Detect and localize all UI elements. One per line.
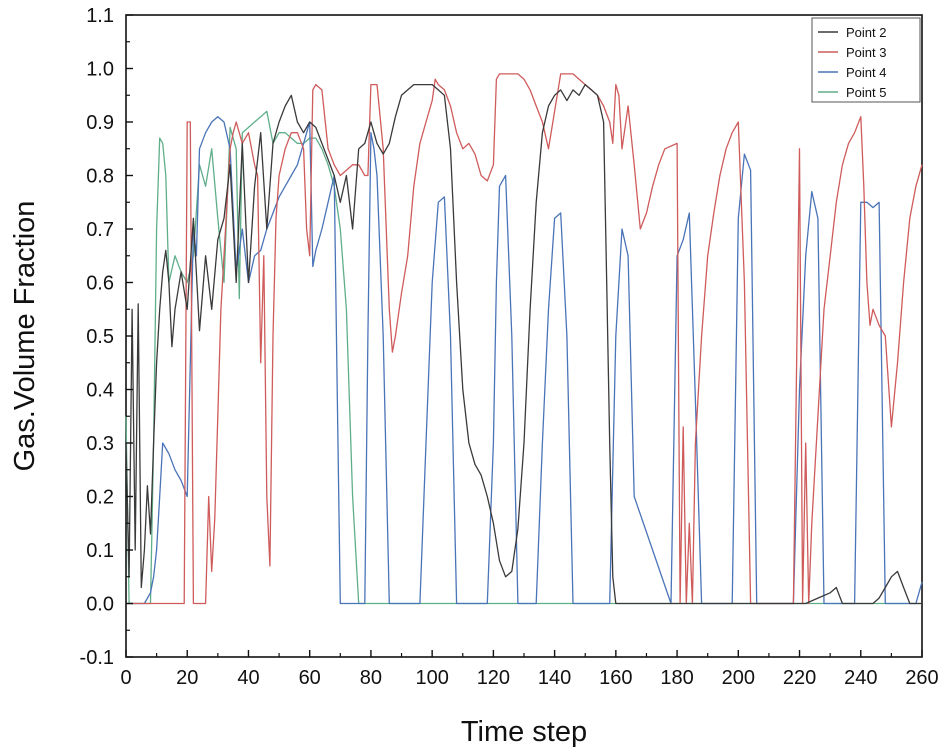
legend-label: Point 5 — [846, 85, 886, 100]
x-tick-label: 140 — [538, 667, 571, 689]
x-tick-label: 160 — [599, 667, 632, 689]
series-line-point-2 — [125, 83, 922, 605]
y-tick-label: 0.9 — [86, 112, 114, 134]
x-tick-label: 80 — [360, 667, 382, 689]
x-axis-title: Time step — [461, 716, 587, 748]
x-tick-label: 220 — [783, 667, 816, 689]
y-axis-ticks: -0.1 0.0 0.1 0.2 0.3 0.4 0.5 0.6 0.7 0.8 0.9 1.0 1.1 — [80, 5, 133, 669]
series-line-point-4 — [126, 116, 923, 605]
y-axis-title: Gas.Volume Fraction — [9, 201, 41, 472]
y-tick-label: 0.3 — [86, 433, 114, 455]
y-tick-label: 0.2 — [86, 487, 114, 509]
series-line-point-3 — [126, 73, 923, 605]
legend-label: Point 2 — [846, 25, 886, 40]
x-tick-label: 200 — [722, 667, 755, 689]
x-tick-label: 120 — [477, 667, 510, 689]
legend-label: Point 4 — [846, 65, 886, 80]
y-tick-label: 0.6 — [86, 273, 114, 295]
x-tick-label: 180 — [660, 667, 693, 689]
x-tick-label: 40 — [237, 667, 259, 689]
y-tick-label: 0.4 — [86, 380, 114, 402]
y-tick-label: 0.1 — [86, 540, 114, 562]
legend: Point 2 Point 3 Point 4 Point 5 — [811, 17, 921, 103]
y-tick-label: 1.1 — [86, 5, 114, 27]
x-tick-label: 0 — [120, 667, 131, 689]
y-tick-label: 1.0 — [86, 59, 114, 81]
series-layer — [125, 73, 923, 605]
y-tick-label: 0.5 — [86, 326, 114, 348]
x-tick-label: 100 — [415, 667, 448, 689]
x-tick-label: 60 — [299, 667, 321, 689]
y-tick-label: -0.1 — [80, 647, 114, 669]
y-tick-label: 0.0 — [86, 594, 114, 616]
y-tick-label: 0.8 — [86, 166, 114, 188]
plot-frame — [125, 14, 923, 658]
x-tick-label: 20 — [176, 667, 198, 689]
x-tick-label: 240 — [844, 667, 877, 689]
x-tick-label: 260 — [905, 667, 938, 689]
x-axis-ticks: 0 20 40 60 80 100 120 140 160 180 200 220 240 260 — [120, 650, 939, 689]
y-tick-label: 0.7 — [86, 219, 114, 241]
legend-label: Point 3 — [846, 45, 886, 60]
